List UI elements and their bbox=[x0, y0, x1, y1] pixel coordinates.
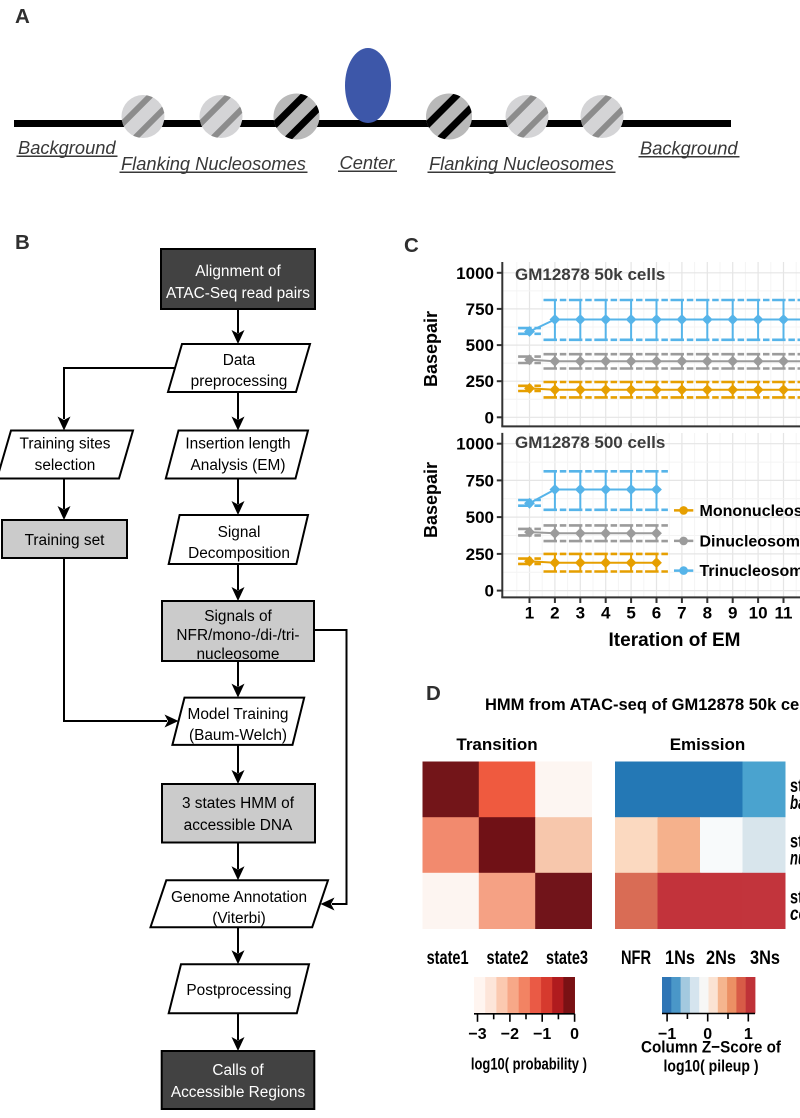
svg-text:2: 2 bbox=[550, 604, 559, 623]
svg-text:log10( probability ): log10( probability ) bbox=[471, 1055, 587, 1074]
svg-text:250: 250 bbox=[466, 545, 494, 564]
svg-text:0: 0 bbox=[485, 582, 494, 601]
svg-text:Mononucleosome: Mononucleosome bbox=[700, 503, 800, 520]
svg-text:Accessible Regions: Accessible Regions bbox=[171, 1084, 306, 1101]
svg-text:accessible DNA: accessible DNA bbox=[184, 817, 293, 834]
svg-text:6: 6 bbox=[652, 604, 661, 623]
svg-text:11: 11 bbox=[775, 604, 793, 623]
svg-text:log10( pileup ): log10( pileup ) bbox=[664, 1057, 759, 1076]
svg-text:Trinucleosome: Trinucleosome bbox=[700, 563, 800, 580]
svg-text:Alignment of: Alignment of bbox=[195, 263, 281, 280]
svg-text:1000: 1000 bbox=[456, 435, 494, 454]
svg-text:selection: selection bbox=[35, 457, 96, 474]
svg-text:NFR/mono-/di-/tri-: NFR/mono-/di-/tri- bbox=[176, 627, 299, 644]
svg-text:nucleosome: nucleosome bbox=[790, 848, 800, 870]
svg-text:Column Z−Score of: Column Z−Score of bbox=[641, 1038, 781, 1057]
svg-text:3 states HMM of: 3 states HMM of bbox=[182, 795, 295, 812]
svg-text:Background: Background bbox=[640, 138, 738, 159]
svg-text:3Ns: 3Ns bbox=[750, 947, 780, 969]
svg-text:C: C bbox=[404, 234, 419, 257]
svg-text:Emission: Emission bbox=[670, 735, 746, 754]
svg-text:Center: Center bbox=[340, 152, 396, 173]
svg-text:500: 500 bbox=[466, 336, 494, 355]
svg-text:0: 0 bbox=[570, 1026, 579, 1043]
svg-text:Insertion length: Insertion length bbox=[185, 436, 290, 453]
svg-text:preprocessing: preprocessing bbox=[191, 373, 288, 390]
svg-text:1: 1 bbox=[525, 604, 534, 623]
svg-text:2Ns: 2Ns bbox=[706, 947, 736, 969]
svg-text:−1: −1 bbox=[533, 1026, 551, 1043]
svg-text:0: 0 bbox=[485, 408, 494, 427]
svg-text:D: D bbox=[426, 682, 441, 705]
svg-text:(Baum-Welch): (Baum-Welch) bbox=[189, 727, 287, 744]
svg-text:Calls of: Calls of bbox=[212, 1062, 264, 1079]
svg-text:10: 10 bbox=[749, 604, 768, 623]
svg-text:Decomposition: Decomposition bbox=[188, 545, 290, 562]
svg-text:3: 3 bbox=[576, 604, 585, 623]
svg-text:Analysis (EM): Analysis (EM) bbox=[191, 457, 286, 474]
svg-text:Background: Background bbox=[18, 137, 116, 158]
svg-text:750: 750 bbox=[466, 300, 494, 319]
svg-text:Dinucleosome: Dinucleosome bbox=[700, 533, 800, 550]
svg-text:Flanking Nucleosomes: Flanking Nucleosomes bbox=[121, 153, 306, 174]
svg-text:ATAC-Seq read pairs: ATAC-Seq read pairs bbox=[166, 285, 310, 302]
svg-text:state1: state1 bbox=[427, 947, 469, 969]
svg-text:center: center bbox=[790, 903, 800, 925]
svg-text:9: 9 bbox=[728, 604, 737, 623]
svg-text:Basepair: Basepair bbox=[421, 462, 441, 538]
svg-text:Signals of: Signals of bbox=[204, 608, 272, 625]
svg-text:Iteration of EM: Iteration of EM bbox=[609, 630, 741, 651]
svg-text:(Viterbi): (Viterbi) bbox=[212, 910, 266, 927]
svg-text:Training set: Training set bbox=[25, 532, 106, 549]
svg-text:Data: Data bbox=[223, 352, 256, 369]
svg-text:750: 750 bbox=[466, 471, 494, 490]
svg-text:Postprocessing: Postprocessing bbox=[186, 982, 291, 999]
svg-text:Training sites: Training sites bbox=[20, 436, 111, 453]
svg-text:background: background bbox=[790, 792, 800, 814]
svg-text:A: A bbox=[15, 5, 30, 28]
svg-text:GM12878 500 cells: GM12878 500 cells bbox=[515, 433, 665, 452]
svg-text:−3: −3 bbox=[468, 1026, 486, 1043]
svg-text:5: 5 bbox=[626, 604, 635, 623]
svg-text:HMM from ATAC-seq of GM12878 5: HMM from ATAC-seq of GM12878 50k cells bbox=[485, 696, 800, 714]
svg-text:1000: 1000 bbox=[456, 264, 494, 283]
svg-text:4: 4 bbox=[601, 604, 611, 623]
svg-text:250: 250 bbox=[466, 372, 494, 391]
svg-text:Flanking Nucleosomes: Flanking Nucleosomes bbox=[429, 153, 614, 174]
svg-text:Genome Annotation: Genome Annotation bbox=[171, 889, 307, 906]
svg-text:B: B bbox=[15, 231, 30, 254]
svg-text:8: 8 bbox=[703, 604, 712, 623]
svg-text:NFR: NFR bbox=[621, 947, 651, 969]
svg-text:Signal: Signal bbox=[218, 524, 261, 541]
svg-text:1Ns: 1Ns bbox=[665, 947, 695, 969]
svg-text:nucleosome: nucleosome bbox=[197, 646, 280, 663]
svg-text:−2: −2 bbox=[501, 1026, 519, 1043]
svg-text:GM12878 50k cells: GM12878 50k cells bbox=[515, 265, 665, 284]
svg-text:7: 7 bbox=[677, 604, 686, 623]
svg-text:state3: state3 bbox=[546, 947, 588, 969]
svg-text:Basepair: Basepair bbox=[421, 311, 441, 387]
svg-text:500: 500 bbox=[466, 508, 494, 527]
svg-text:state2: state2 bbox=[487, 947, 529, 969]
svg-text:Model Training: Model Training bbox=[188, 706, 289, 723]
svg-text:Transition: Transition bbox=[456, 735, 537, 754]
